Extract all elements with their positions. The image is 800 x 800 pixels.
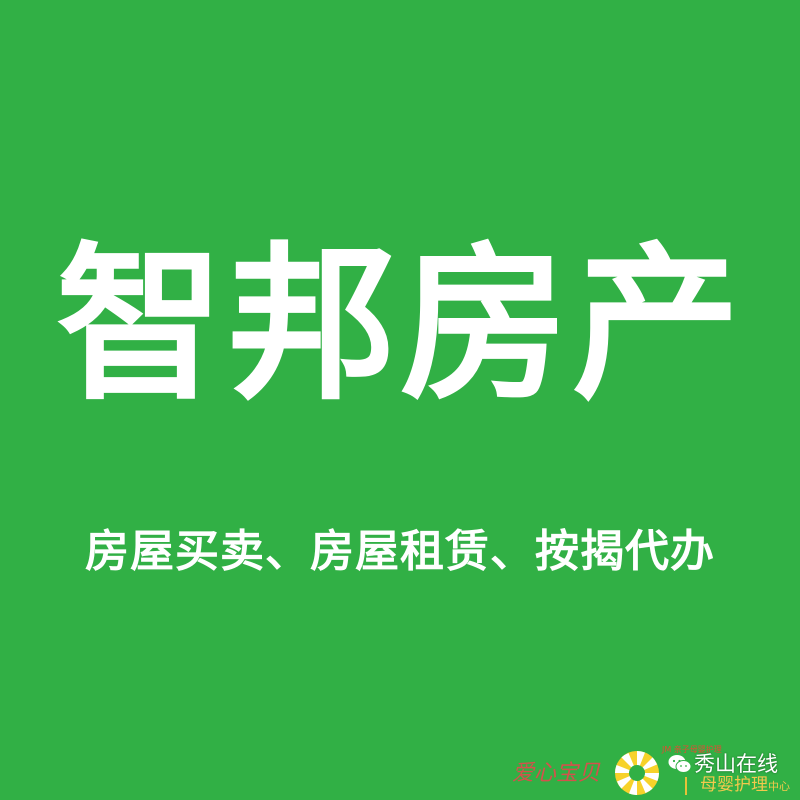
watermark-divider [685, 777, 687, 795]
watermark-care-suffix: 中心 [768, 780, 790, 793]
sun-logo-icon [615, 751, 659, 795]
watermark-care-text: 母婴护理 [700, 775, 768, 795]
watermark-left-text: 爱心宝贝 [512, 761, 601, 786]
watermark-logo-caption: JM 亲子母婴护理 [662, 745, 722, 754]
watermark-account-name: 秀山在线 [694, 752, 778, 776]
sign-subtitle: 房屋买卖、房屋租赁、按揭代办 [85, 526, 715, 577]
sign-title: 智邦房产 [56, 227, 744, 423]
wechat-icon [668, 755, 692, 773]
